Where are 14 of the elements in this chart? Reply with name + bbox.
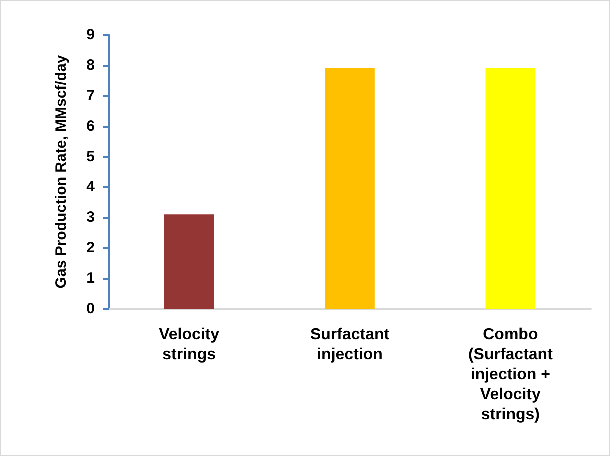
y-axis-title: Gas Production Rate, MMscf/day — [53, 54, 70, 289]
y-tick-label: 6 — [86, 118, 95, 135]
y-tick-label: 5 — [86, 148, 95, 166]
y-tick-label: 7 — [86, 87, 95, 104]
y-tick-label: 3 — [86, 209, 95, 226]
x-tick-label: Combo (Surfactant injection + Velocity strings) — [468, 326, 554, 424]
y-tick-label: 4 — [86, 178, 96, 196]
y-tick-label: 9 — [86, 26, 95, 44]
y-tick-label: 1 — [86, 270, 95, 288]
x-tick-label: Surfactant injection — [310, 326, 390, 364]
x-tick-label: Velocity strings — [159, 326, 220, 364]
y-tick-label: 8 — [86, 56, 95, 74]
y-tick-label: 2 — [86, 240, 95, 257]
y-tick-label: 0 — [86, 300, 95, 318]
